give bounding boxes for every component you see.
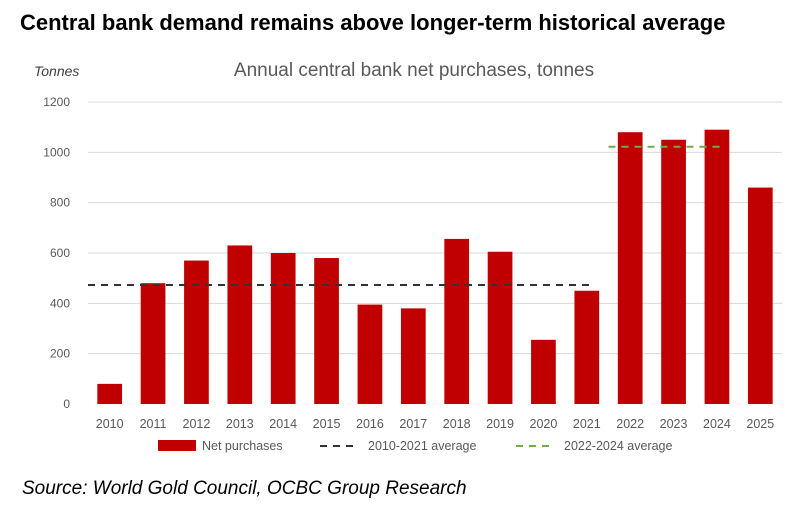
x-tick-label: 2016 <box>356 417 384 431</box>
x-tick-label: 2019 <box>486 417 514 431</box>
legend-label-net-purchases: Net purchases <box>202 439 283 453</box>
x-tick-label: 2022 <box>616 417 644 431</box>
legend-swatch-net-purchases <box>158 440 196 451</box>
axis-text: Annual central bank net purchases, tonne… <box>34 60 774 431</box>
x-tick-label: 2010 <box>96 417 124 431</box>
bar <box>140 283 166 404</box>
x-tick-label: 2015 <box>313 417 341 431</box>
bar <box>314 258 339 404</box>
source-note: Source: World Gold Council, OCBC Group R… <box>22 478 467 499</box>
bar <box>184 260 209 404</box>
x-tick-label: 2017 <box>399 417 427 431</box>
x-tick-label: 2023 <box>660 417 688 431</box>
y-tick-label: 800 <box>50 196 70 210</box>
bar <box>661 139 686 404</box>
bar <box>270 253 296 404</box>
bar <box>487 251 513 404</box>
legend: Net purchases 2010-2021 average 2022-2024 … <box>158 439 672 453</box>
y-tick-label: 200 <box>50 347 70 361</box>
bars <box>97 129 773 404</box>
x-tick-label: 2013 <box>226 417 254 431</box>
chart-title: Annual central bank net purchases, tonne… <box>234 60 594 81</box>
x-tick-label: 2018 <box>443 417 471 431</box>
legend-label-average: 2010-2021 average <box>368 439 476 453</box>
x-tick-label: 2011 <box>140 417 167 431</box>
y-tick-label: 1200 <box>43 95 70 109</box>
x-tick-label: 2020 <box>530 417 558 431</box>
x-tick-label: 2012 <box>183 417 211 431</box>
bar <box>227 245 253 404</box>
x-tick-label: 2024 <box>703 417 731 431</box>
y-tick-label: 0 <box>63 397 70 411</box>
headline: Central bank demand remains above longer… <box>20 10 726 35</box>
bar <box>400 308 426 404</box>
bar <box>531 339 556 404</box>
y-tick-label: 1000 <box>43 145 70 159</box>
y-tick-label: 600 <box>50 246 70 260</box>
bar <box>444 238 470 404</box>
bar <box>574 290 600 404</box>
x-tick-label: 2025 <box>746 417 774 431</box>
average-lines <box>88 145 722 286</box>
bar <box>747 187 773 404</box>
x-tick-label: 2021 <box>573 417 601 431</box>
y-axis-label: Tonnes <box>34 63 79 79</box>
bar <box>357 304 383 404</box>
legend-label-average: 2022-2024 average <box>564 439 672 453</box>
y-tick-label: 400 <box>50 296 70 310</box>
bar <box>97 383 123 404</box>
bar <box>704 129 730 404</box>
x-tick-label: 2014 <box>269 417 297 431</box>
bar-chart: Annual central bank net purchases, tonne… <box>34 60 782 453</box>
bar <box>617 132 643 404</box>
